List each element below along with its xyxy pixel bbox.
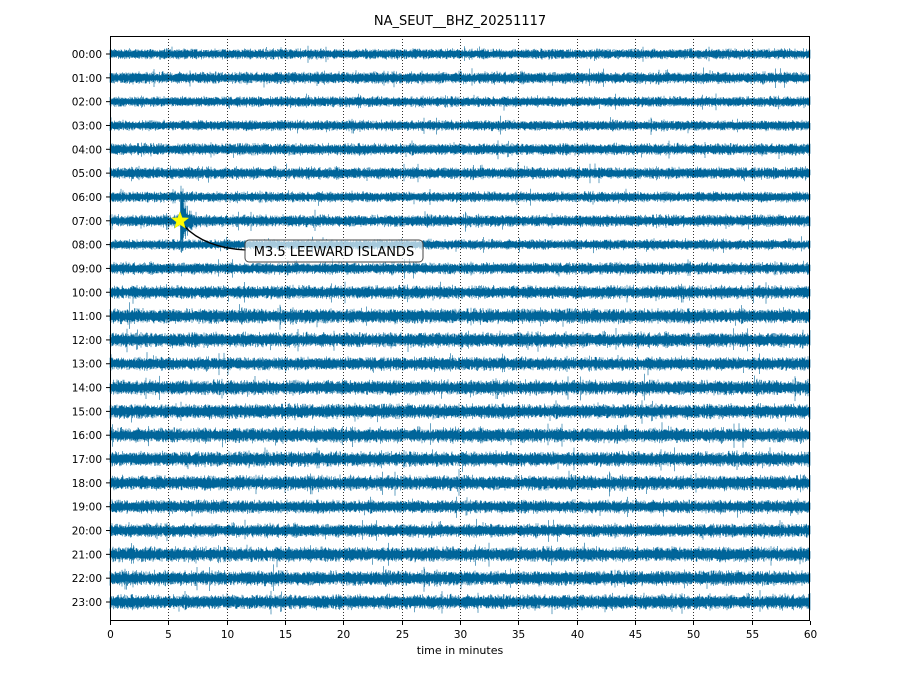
- y-tick-label: 13:00: [72, 359, 102, 371]
- x-tick-label: 60: [804, 629, 817, 641]
- y-tick-label: 21:00: [72, 549, 102, 561]
- event-annotation: M3.5 LEEWARD ISLANDS: [170, 211, 424, 263]
- x-tick-label: 40: [571, 629, 584, 641]
- y-tick-label: 08:00: [72, 240, 102, 252]
- y-tick-label: 20:00: [72, 526, 102, 538]
- x-axis: 0 5 10 15 20 25 30 35 40 45 50 55 60: [107, 621, 817, 641]
- traces: [109, 45, 811, 615]
- x-tick-label: 50: [687, 629, 700, 641]
- y-tick-label: 01:00: [72, 73, 102, 85]
- y-tick-label: 18:00: [72, 478, 102, 490]
- event-label-box: [244, 239, 424, 263]
- x-tick-label: 15: [279, 629, 292, 641]
- y-axis: 00:00 01:00 02:00 03:00 04:00 05:00 06:00 07:00…: [72, 49, 110, 609]
- event-star-icon: [170, 211, 190, 229]
- y-tick-label: 12:00: [72, 335, 102, 347]
- y-tick-label: 10:00: [72, 287, 102, 299]
- y-tick-label: 23:00: [72, 597, 102, 609]
- y-tick-label: 17:00: [72, 454, 102, 466]
- y-tick-label: 11:00: [72, 311, 102, 323]
- y-tick-label: 22:00: [72, 573, 102, 585]
- event-label: M3.5 LEEWARD ISLANDS: [254, 245, 414, 260]
- plot-frame: [110, 36, 810, 621]
- y-tick-label: 07:00: [72, 216, 102, 228]
- event-arrow: [183, 225, 247, 251]
- chart-title: NA_SEUT__BHZ_20251117: [374, 14, 546, 29]
- x-tick-label: 20: [337, 629, 350, 641]
- y-tick-label: 15:00: [72, 406, 102, 418]
- y-tick-label: 05:00: [72, 168, 102, 180]
- x-tick-label: 5: [165, 629, 172, 641]
- x-tick-label: 10: [221, 629, 234, 641]
- x-tick-label: 55: [746, 629, 759, 641]
- x-axis-label: time in minutes: [417, 644, 504, 657]
- y-tick-label: 16:00: [72, 430, 102, 442]
- y-tick-label: 04:00: [72, 144, 102, 156]
- y-tick-label: 02:00: [72, 97, 102, 109]
- y-tick-label: 09:00: [72, 263, 102, 275]
- x-tick-label: 35: [512, 629, 525, 641]
- x-tick-label: 0: [107, 629, 114, 641]
- y-tick-label: 06:00: [72, 192, 102, 204]
- y-tick-label: 00:00: [72, 49, 102, 61]
- y-tick-label: 14:00: [72, 383, 102, 395]
- x-tick-label: 45: [629, 629, 642, 641]
- x-tick-label: 25: [396, 629, 409, 641]
- x-tick-label: 30: [454, 629, 467, 641]
- y-tick-label: 03:00: [72, 120, 102, 132]
- y-tick-label: 19:00: [72, 502, 102, 514]
